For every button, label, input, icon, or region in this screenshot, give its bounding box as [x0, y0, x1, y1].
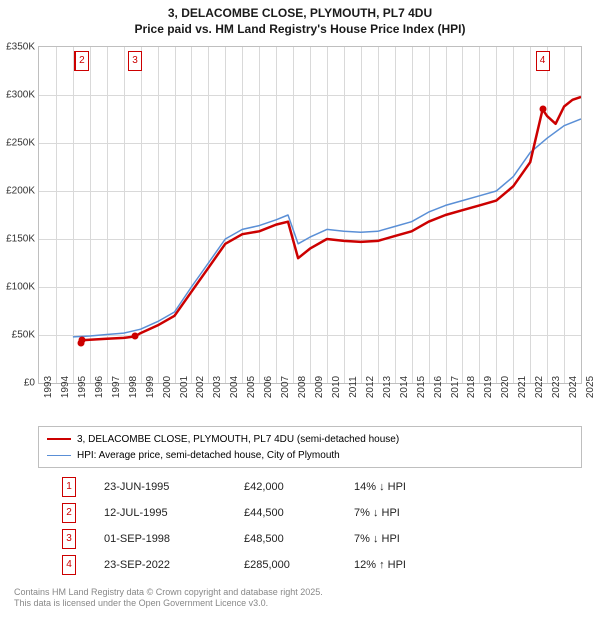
- table-marker: 2: [62, 503, 76, 523]
- ytick-label: £0: [1, 378, 35, 389]
- chart-plot-area: £0£50K£100K£150K£200K£250K£300K£350K1993…: [38, 46, 582, 384]
- legend-swatch: [47, 455, 71, 456]
- table-marker: 3: [62, 529, 76, 549]
- table-price: £42,000: [244, 481, 354, 493]
- marker-label: 3: [128, 51, 142, 71]
- chart-lines: [39, 47, 581, 383]
- table-date: 12-JUL-1995: [104, 507, 244, 519]
- marker-label: 4: [536, 51, 550, 71]
- table-pct: 12% ↑ HPI: [354, 559, 434, 571]
- title-line2: Price paid vs. HM Land Registry's House …: [0, 22, 600, 38]
- table-date: 23-JUN-1995: [104, 481, 244, 493]
- table-row: 2 12-JUL-1995£44,5007% ↓ HPI: [62, 500, 434, 526]
- table-pct: 7% ↓ HPI: [354, 507, 434, 519]
- marker-dot: [132, 333, 139, 340]
- series-hpi: [73, 119, 581, 337]
- ytick-label: £250K: [1, 138, 35, 149]
- table-row: 3 01-SEP-1998£48,5007% ↓ HPI: [62, 526, 434, 552]
- title-line1: 3, DELACOMBE CLOSE, PLYMOUTH, PL7 4DU: [0, 6, 600, 22]
- table-price: £48,500: [244, 533, 354, 545]
- table-price: £44,500: [244, 507, 354, 519]
- footer-attribution: Contains HM Land Registry data © Crown c…: [14, 587, 323, 610]
- table-price: £285,000: [244, 559, 354, 571]
- footer-line2: This data is licensed under the Open Gov…: [14, 598, 323, 610]
- table-pct: 7% ↓ HPI: [354, 533, 434, 545]
- legend-row: 3, DELACOMBE CLOSE, PLYMOUTH, PL7 4DU (s…: [47, 431, 573, 447]
- legend: 3, DELACOMBE CLOSE, PLYMOUTH, PL7 4DU (s…: [38, 426, 582, 468]
- chart-title: 3, DELACOMBE CLOSE, PLYMOUTH, PL7 4DU Pr…: [0, 0, 600, 37]
- table-date: 01-SEP-1998: [104, 533, 244, 545]
- price-table: 1 23-JUN-1995£42,00014% ↓ HPI 2 12-JUL-1995…: [62, 474, 434, 578]
- table-row: 4 23-SEP-2022£285,00012% ↑ HPI: [62, 552, 434, 578]
- legend-swatch: [47, 438, 71, 440]
- legend-label: HPI: Average price, semi-detached house,…: [77, 450, 340, 461]
- marker-dot: [78, 337, 85, 344]
- legend-row: HPI: Average price, semi-detached house,…: [47, 447, 573, 463]
- footer-line1: Contains HM Land Registry data © Crown c…: [14, 587, 323, 599]
- ytick-label: £200K: [1, 186, 35, 197]
- ytick-label: £300K: [1, 90, 35, 101]
- series-price_paid: [81, 97, 581, 343]
- ytick-label: £350K: [1, 42, 35, 53]
- table-row: 1 23-JUN-1995£42,00014% ↓ HPI: [62, 474, 434, 500]
- legend-label: 3, DELACOMBE CLOSE, PLYMOUTH, PL7 4DU (s…: [77, 434, 399, 445]
- table-date: 23-SEP-2022: [104, 559, 244, 571]
- table-marker: 4: [62, 555, 76, 575]
- ytick-label: £150K: [1, 234, 35, 245]
- ytick-label: £50K: [1, 330, 35, 341]
- marker-dot: [539, 106, 546, 113]
- xtick-label: 2025: [585, 376, 596, 398]
- marker-label: 2: [75, 51, 89, 71]
- table-marker: 1: [62, 477, 76, 497]
- table-pct: 14% ↓ HPI: [354, 481, 434, 493]
- ytick-label: £100K: [1, 282, 35, 293]
